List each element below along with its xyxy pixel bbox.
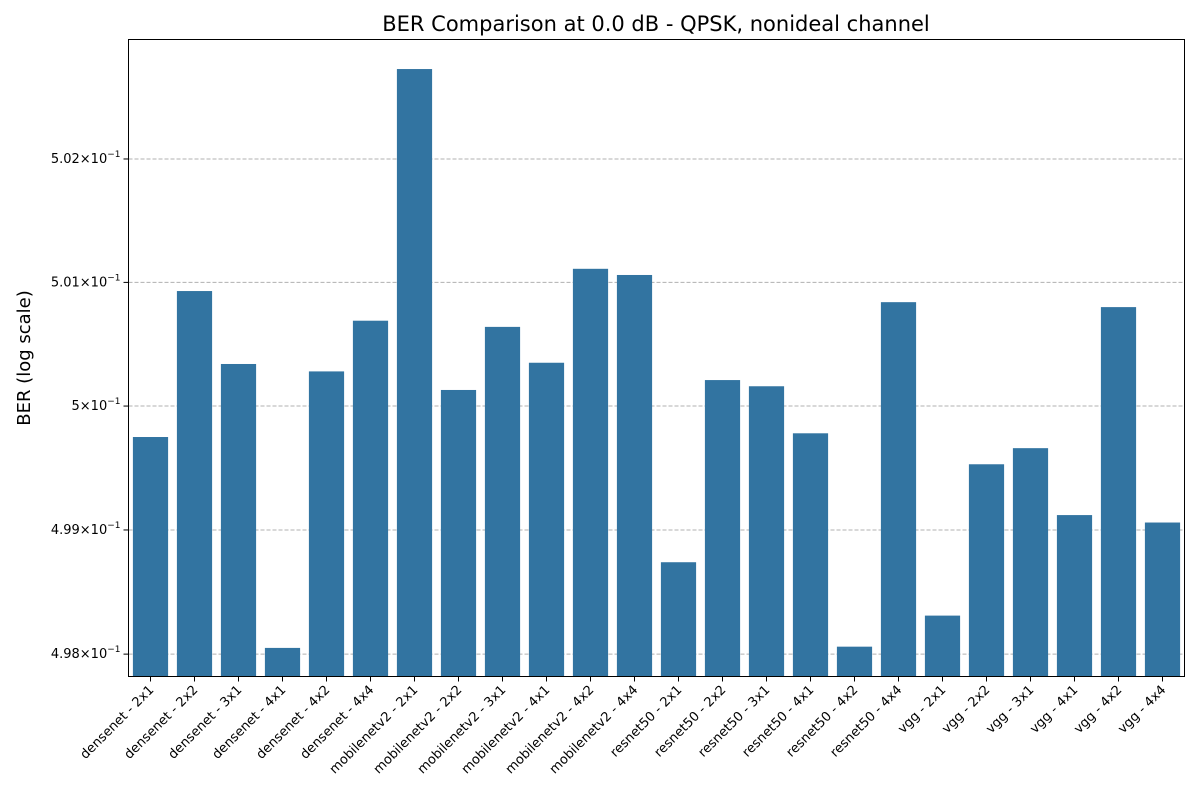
bar [748, 386, 785, 677]
y-tick-base: 10 [91, 152, 108, 167]
y-tick-label: 4.99×10−1 [51, 521, 121, 538]
bar [220, 363, 257, 677]
y-tick-exponent: −1 [107, 521, 120, 531]
bar [924, 615, 961, 677]
bar [396, 69, 433, 677]
bar [352, 320, 389, 677]
bar [616, 274, 653, 677]
chart-title: BER Comparison at 0.0 dB - QPSK, nonidea… [382, 12, 930, 36]
y-tick-label: 5×10−1 [71, 397, 120, 414]
bars [132, 69, 1181, 677]
bar [1012, 448, 1049, 677]
bar [1144, 522, 1181, 677]
bar [264, 647, 301, 677]
y-tick-times: × [80, 523, 91, 538]
bar [792, 433, 829, 677]
y-tick-times: × [80, 275, 91, 290]
bar [132, 437, 169, 677]
y-tick-mantissa: 4.98 [51, 647, 80, 662]
bar [1100, 307, 1137, 677]
bar [528, 362, 565, 677]
y-tick-times: × [80, 152, 91, 167]
y-tick-exponent: −1 [107, 645, 120, 655]
y-tick-mantissa: 4.99 [51, 523, 80, 538]
y-tick-mantissa: 5 [71, 399, 79, 414]
bar [440, 389, 477, 677]
y-tick-exponent: −1 [107, 273, 120, 283]
y-tick-times: × [80, 399, 91, 414]
bar [484, 326, 521, 677]
bar [880, 302, 917, 677]
y-tick-exponent: −1 [107, 150, 120, 160]
y-tick-label: 5.02×10−1 [51, 150, 121, 167]
y-axis-ticks: 4.98×10−14.99×10−15×10−15.01×10−15.02×10… [51, 150, 129, 662]
bar [308, 371, 345, 677]
y-tick-mantissa: 5.02 [51, 152, 80, 167]
bar [1056, 515, 1093, 677]
x-tick-label: vgg - 4x4 [1115, 683, 1169, 737]
bar [176, 291, 213, 677]
gridlines [128, 158, 1185, 655]
y-tick-base: 10 [91, 399, 108, 414]
bar [572, 268, 609, 677]
y-tick-mantissa: 5.01 [51, 275, 80, 290]
plot-area-frame [128, 39, 1185, 677]
y-axis-label: BER (log scale) [14, 290, 35, 426]
bar [968, 464, 1005, 677]
x-tick-label: densenet - 2x1 [78, 683, 158, 763]
y-tick-base: 10 [91, 523, 108, 538]
bar [836, 646, 873, 677]
y-tick-label: 5.01×10−1 [51, 273, 121, 290]
y-tick-base: 10 [91, 275, 108, 290]
y-tick-base: 10 [91, 647, 108, 662]
bar [660, 562, 697, 677]
y-tick-exponent: −1 [107, 397, 120, 407]
bar [704, 380, 741, 677]
y-tick-label: 4.98×10−1 [51, 645, 121, 662]
y-tick-times: × [80, 647, 91, 662]
